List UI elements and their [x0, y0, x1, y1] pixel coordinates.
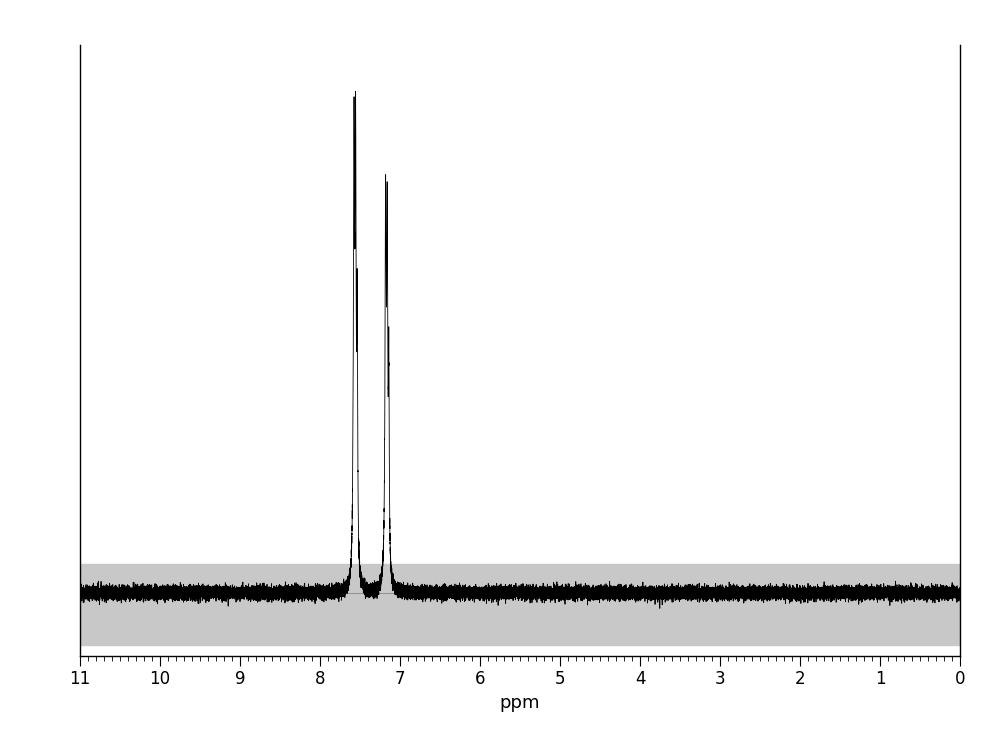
Bar — [80, 564, 960, 645]
X-axis label: ppm: ppm — [500, 694, 540, 711]
